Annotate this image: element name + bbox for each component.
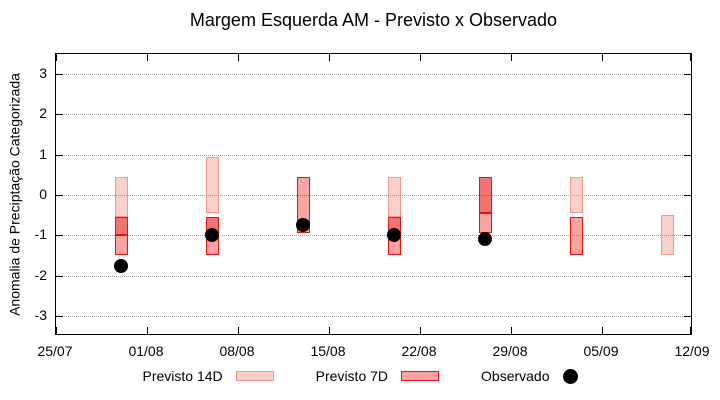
y-tick-left xyxy=(56,74,63,76)
previsto-14d-swatch-icon xyxy=(235,371,274,381)
forecast-bar-segment-p7dark xyxy=(114,217,128,236)
x-tick-label: 08/08 xyxy=(219,343,255,359)
observed-dot xyxy=(478,232,492,247)
y-tick-label: 2 xyxy=(39,105,47,122)
legend-label-previsto-7d: Previsto 7D xyxy=(315,368,389,384)
gridline xyxy=(56,154,691,156)
x-tick-top xyxy=(56,54,57,61)
y-tick-left xyxy=(56,114,63,116)
legend-item-observado: Observado xyxy=(481,368,578,384)
observed-dot xyxy=(205,228,219,243)
x-tick-label: 25/07 xyxy=(37,343,73,359)
y-tick-left xyxy=(56,195,63,196)
legend-label-observado: Observado xyxy=(481,368,550,384)
forecast-bar-segment-p7 xyxy=(478,213,492,234)
observed-dot xyxy=(296,218,310,233)
observado-dot-icon xyxy=(562,368,578,384)
y-tick-right xyxy=(684,195,691,196)
gridline xyxy=(56,275,691,277)
x-tick-label: 05/09 xyxy=(583,343,619,359)
forecast-bar-segment-p14 xyxy=(660,215,674,256)
forecast-bar-segment-p14 xyxy=(114,176,128,218)
gridline xyxy=(56,315,691,317)
y-tick-left xyxy=(56,235,63,237)
x-tick-bottom xyxy=(238,327,239,334)
legend-item-previsto-7d: Previsto 7D xyxy=(315,368,440,384)
x-tick-label: 22/08 xyxy=(401,343,437,359)
y-tick-left xyxy=(56,154,63,156)
x-tick-bottom xyxy=(56,327,57,334)
x-tick-label: 12/09 xyxy=(674,343,710,359)
y-tick-label: -1 xyxy=(34,226,47,243)
observed-dot xyxy=(114,258,128,273)
y-tick-label: 1 xyxy=(39,145,47,162)
legend-label-previsto-14d: Previsto 14D xyxy=(142,368,223,384)
chart-title: Margem Esquerda AM - Previsto x Observad… xyxy=(189,10,558,30)
x-tick-top xyxy=(420,54,421,61)
x-tick-label: 29/08 xyxy=(492,343,528,359)
y-tick-label: -2 xyxy=(34,266,47,283)
x-tick-top xyxy=(602,54,603,61)
forecast-bar-segment-p14 xyxy=(387,176,401,218)
forecast-bar-segment-p7 xyxy=(114,235,128,256)
y-tick-label: 3 xyxy=(39,65,47,82)
observed-dot xyxy=(387,228,401,243)
y-tick-right xyxy=(684,315,691,317)
x-tick-top xyxy=(329,54,330,61)
x-tick-bottom xyxy=(602,327,603,334)
forecast-bar-segment-p14 xyxy=(205,156,219,214)
x-tick-top xyxy=(147,54,148,61)
x-tick-label: 15/08 xyxy=(310,343,346,359)
forecast-bar-segment-p7 xyxy=(569,217,583,256)
y-tick-label: -3 xyxy=(34,306,47,323)
y-tick-left xyxy=(56,315,63,317)
y-tick-right xyxy=(684,114,691,116)
x-tick-top xyxy=(690,54,691,61)
y-tick-label: 0 xyxy=(39,186,47,202)
forecast-bar-segment-p7dark xyxy=(478,176,492,214)
y-tick-right xyxy=(684,154,691,156)
legend-item-previsto-14d: Previsto 14D xyxy=(143,368,274,384)
gridline xyxy=(56,235,691,237)
y-tick-right xyxy=(684,235,691,237)
gridline xyxy=(56,195,691,196)
x-tick-bottom xyxy=(147,327,148,334)
y-tick-right xyxy=(684,74,691,76)
y-tick-right xyxy=(684,275,691,277)
gridline xyxy=(56,74,691,76)
legend: Previsto 14D Previsto 7D Observado xyxy=(0,368,720,384)
x-tick-top xyxy=(238,54,239,61)
x-tick-label: 01/08 xyxy=(128,343,164,359)
x-tick-bottom xyxy=(329,327,330,334)
y-tick-left xyxy=(56,275,63,277)
plot-area xyxy=(55,53,692,335)
x-tick-bottom xyxy=(420,327,421,334)
x-tick-bottom xyxy=(511,327,512,334)
x-tick-top xyxy=(511,54,512,61)
forecast-bar-segment-p14 xyxy=(569,176,583,214)
gridline xyxy=(56,114,691,116)
previsto-7d-swatch-icon xyxy=(401,371,440,381)
x-tick-bottom xyxy=(690,327,691,334)
